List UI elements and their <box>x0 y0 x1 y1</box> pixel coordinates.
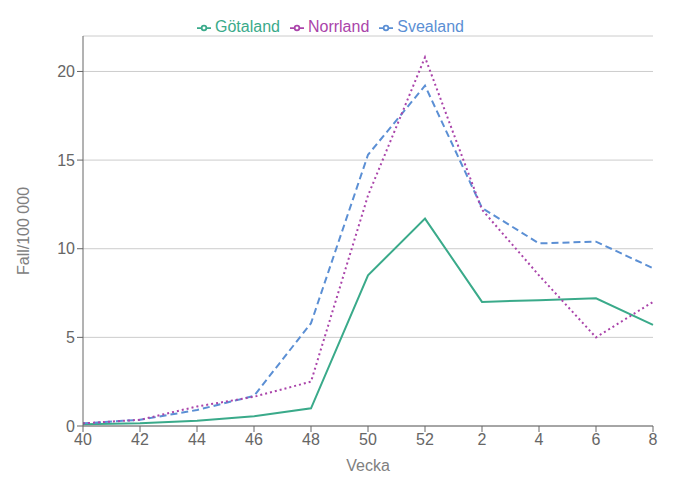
svg-text:48: 48 <box>302 431 320 448</box>
svg-text:52: 52 <box>416 431 434 448</box>
svg-text:10: 10 <box>57 240 75 257</box>
svg-text:44: 44 <box>188 431 206 448</box>
svg-text:20: 20 <box>57 63 75 80</box>
svg-text:4: 4 <box>535 431 544 448</box>
html-text:Götaland: Götaland <box>215 18 280 35</box>
svg-text:8: 8 <box>649 431 658 448</box>
svg-text:0: 0 <box>66 418 75 435</box>
svg-text:5: 5 <box>66 329 75 346</box>
svg-text:Fall/100 000: Fall/100 000 <box>15 187 32 275</box>
svg-text:6: 6 <box>592 431 601 448</box>
svg-text:42: 42 <box>131 431 149 448</box>
svg-text:50: 50 <box>359 431 377 448</box>
svg-text:2: 2 <box>478 431 487 448</box>
svg-text:40: 40 <box>74 431 92 448</box>
svg-text:15: 15 <box>57 152 75 169</box>
svg-text:46: 46 <box>245 431 263 448</box>
html-text:Svealand: Svealand <box>397 18 464 35</box>
html-text:Norrland: Norrland <box>307 18 370 35</box>
svg-text:Vecka: Vecka <box>346 457 390 474</box>
